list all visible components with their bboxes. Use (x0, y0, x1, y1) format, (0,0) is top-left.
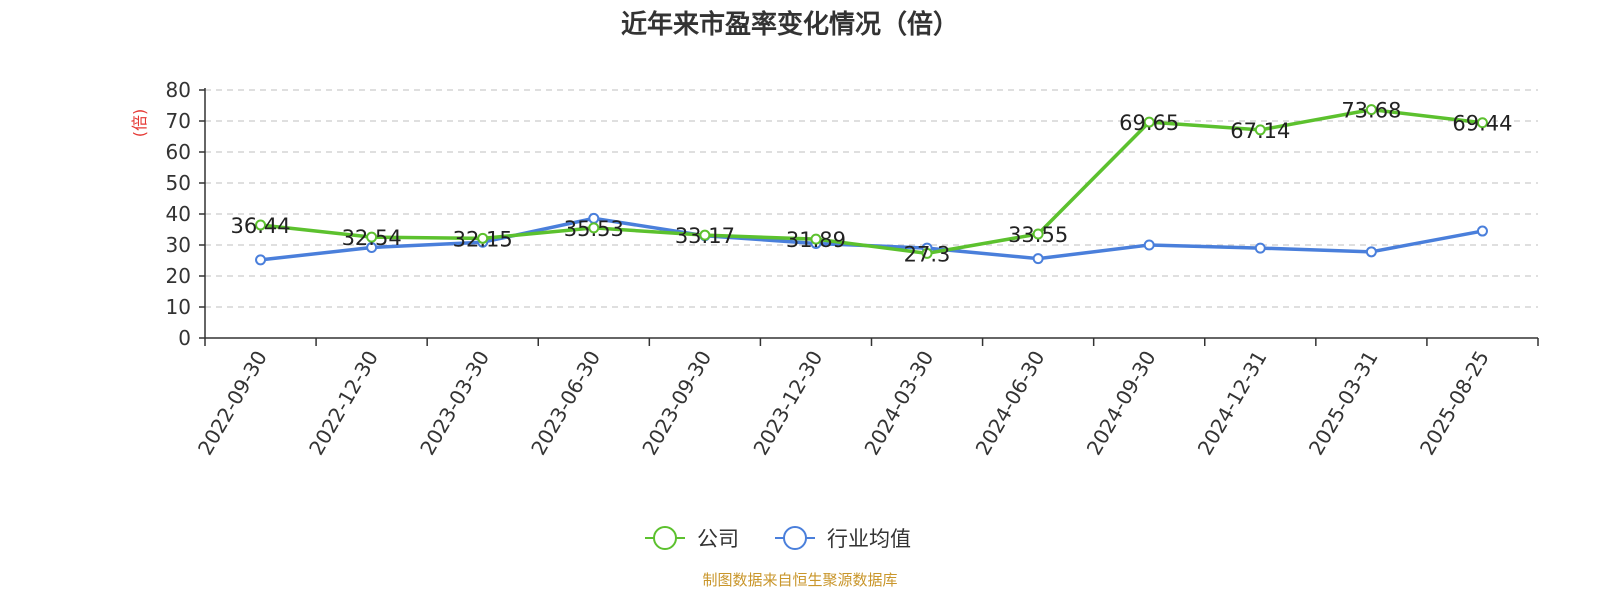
y-tick-label: 10 (166, 295, 191, 319)
y-tick-label: 80 (166, 78, 191, 102)
data-point (1365, 246, 1377, 258)
source-note: 制图数据来自恒生聚源数据库 (702, 571, 897, 589)
data-point (1365, 104, 1377, 116)
data-point (1254, 124, 1266, 136)
x-tick-label: 2024-06-30 (971, 347, 1050, 460)
data-labels: 36.44 32.54 32.15 35.53 33.17 31.89 27.3 33.55 6… (230, 99, 1512, 267)
x-tick-label: 2023-09-30 (637, 347, 716, 460)
data-point (921, 247, 933, 259)
series-line-0 (260, 107, 1483, 256)
legend-item-1[interactable]: 行业均值 (775, 526, 911, 551)
y-tick-label: 50 (166, 171, 191, 195)
series-lines (255, 104, 1488, 266)
data-label: 73.68 (1341, 99, 1401, 123)
data-label: 69.44 (1452, 112, 1512, 136)
legend[interactable]: 公司 行业均值 (645, 526, 911, 551)
x-tick-label: 2022-12-30 (304, 347, 383, 460)
data-point (366, 231, 378, 243)
data-label: 27.3 (904, 242, 951, 266)
data-point (1032, 253, 1044, 265)
x-tick-label: 2025-03-31 (1304, 347, 1383, 460)
data-point (699, 229, 711, 241)
y-tick-label: 0 (178, 326, 191, 350)
x-tick-label: 2023-12-30 (748, 347, 827, 460)
x-tick-label: 2023-06-30 (526, 347, 605, 460)
legend-item-0[interactable]: 公司 (645, 526, 739, 551)
data-label: 36.44 (230, 214, 290, 238)
legend-label: 公司 (697, 527, 739, 551)
data-label: 32.15 (453, 227, 513, 251)
data-point (1476, 225, 1488, 237)
grid-lines (205, 89, 1538, 308)
x-tick-label: 2024-03-30 (859, 347, 938, 460)
data-point (477, 232, 489, 244)
data-point (255, 254, 267, 266)
data-point (255, 219, 267, 231)
y-tick-label: 40 (166, 202, 191, 226)
axes: 0 10 20 30 40 50 60 70 80 2022-09-30 2022-12-30 202… (166, 78, 1539, 460)
y-tick-label: 20 (166, 264, 191, 288)
x-tick-label: 2025-08-25 (1415, 347, 1494, 460)
x-tick-label: 2024-09-30 (1082, 347, 1161, 460)
chart-title: 近年来市盈率变化情况（倍） (621, 9, 959, 40)
data-label: 33.17 (675, 224, 735, 248)
data-label: 31.89 (786, 228, 846, 252)
legend-label: 行业均值 (827, 527, 911, 551)
data-label: 67.14 (1230, 119, 1290, 143)
data-point (1254, 242, 1266, 254)
data-point (1143, 239, 1155, 251)
data-point (1476, 117, 1488, 129)
data-point (588, 222, 600, 234)
x-tick-label: 2022-09-30 (193, 347, 272, 460)
data-point (366, 241, 378, 253)
legend-marker (783, 526, 807, 550)
data-point (1143, 116, 1155, 128)
data-label: 32.54 (342, 226, 402, 250)
data-label: 33.55 (1008, 223, 1068, 247)
y-tick-label: 30 (166, 233, 191, 257)
data-label: 35.53 (564, 217, 624, 241)
x-tick-label: 2024-12-31 (1193, 347, 1272, 460)
data-label: 69.65 (1119, 111, 1179, 135)
y-tick-label: 60 (166, 140, 191, 164)
data-point (810, 233, 822, 245)
legend-marker (653, 526, 677, 550)
y-axis-label: (倍) (130, 109, 149, 138)
data-point (1032, 228, 1044, 240)
x-tick-label: 2023-03-30 (415, 347, 494, 460)
y-tick-label: 70 (166, 109, 191, 133)
